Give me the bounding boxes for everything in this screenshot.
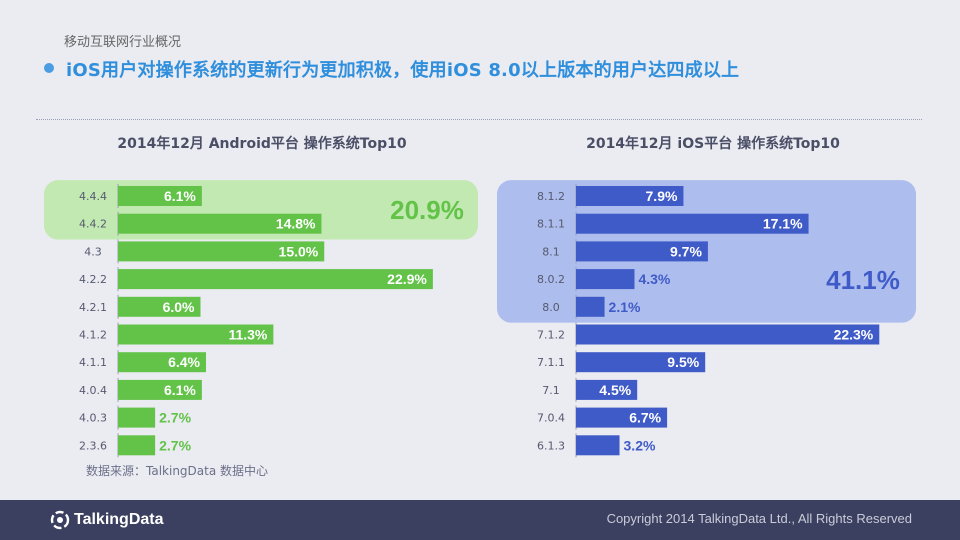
page-headline: iOS用户对操作系统的更新行为更加积极，使用iOS 8.0以上版本的用户达四成以… — [66, 60, 740, 81]
ios-bar — [576, 352, 706, 373]
ios-bar — [576, 324, 880, 345]
ios-value-label: 4.3% — [638, 271, 670, 287]
android-value-label: 2.7% — [159, 437, 191, 453]
android-value-label: 14.8% — [276, 216, 316, 232]
ios-category-label: 7.1 — [542, 384, 560, 397]
android-category-label: 4.4.2 — [79, 218, 107, 231]
android-category-label: 4.2.1 — [79, 301, 107, 314]
ios-category-label: 8.0 — [542, 301, 560, 314]
android-value-label: 15.0% — [279, 243, 319, 259]
charts-canvas: 2014年12月 Android平台 操作系统Top10 4.4.4 6.1% 4.4… — [44, 135, 916, 458]
ios-bar — [576, 296, 605, 317]
android-category-label: 4.1.2 — [79, 329, 107, 342]
android-category-label: 4.2.2 — [79, 273, 107, 286]
android-bar — [118, 269, 433, 290]
android-value-label: 11.3% — [228, 327, 267, 343]
logo-text: TalkingData — [74, 511, 164, 528]
android-category-label: 4.3 — [84, 245, 102, 258]
android-value-label: 2.7% — [159, 410, 191, 426]
dotted-divider — [36, 119, 922, 120]
android-bar — [118, 379, 202, 400]
android-chart-title: 2014年12月 Android平台 操作系统Top10 — [117, 135, 406, 152]
android-category-label: 4.4.4 — [79, 190, 107, 203]
android-category-label: 4.1.1 — [79, 356, 107, 369]
ios-category-label: 7.1.2 — [537, 329, 565, 342]
ios-value-label: 3.2% — [624, 437, 656, 453]
ios-value-label: 17.1% — [763, 216, 803, 232]
android-bar — [118, 241, 325, 262]
android-highlight-total: 20.9% — [390, 195, 464, 225]
android-bar — [118, 324, 274, 345]
android-bar — [118, 435, 156, 456]
ios-value-label: 22.3% — [834, 327, 874, 343]
ios-value-label: 9.7% — [670, 243, 702, 259]
ios-bar — [576, 379, 638, 400]
ios-bar — [576, 269, 635, 290]
ios-category-label: 8.1.1 — [537, 218, 565, 231]
android-bar — [118, 352, 206, 373]
android-value-label: 22.9% — [387, 271, 427, 287]
android-value-label: 6.1% — [164, 188, 196, 204]
android-bar — [118, 296, 201, 317]
logo-mark-icon — [50, 510, 70, 530]
ios-category-label: 6.1.3 — [537, 439, 565, 452]
ios-bar — [576, 241, 708, 262]
ios-bar — [576, 407, 668, 428]
android-value-label: 6.4% — [168, 354, 200, 370]
ios-category-label: 8.1.2 — [537, 190, 565, 203]
ios-category-label: 8.0.2 — [537, 273, 565, 286]
ios-value-label: 7.9% — [646, 188, 678, 204]
android-bar — [118, 186, 202, 206]
copyright-text: Copyright 2014 TalkingData Ltd., All Rig… — [606, 511, 912, 526]
ios-value-label: 4.5% — [599, 382, 631, 398]
footer-bar: TalkingData Copyright 2014 TalkingData L… — [0, 500, 960, 540]
android-value-label: 6.0% — [163, 299, 195, 315]
ios-chart-title: 2014年12月 iOS平台 操作系统Top10 — [586, 135, 840, 152]
bullet-dot-icon — [44, 63, 54, 73]
android-bar — [118, 407, 156, 428]
ios-category-label: 8.1 — [542, 245, 560, 258]
ios-highlight-total: 41.1% — [826, 265, 900, 295]
android-category-label: 2.3.6 — [79, 439, 107, 452]
ios-value-label: 6.7% — [629, 410, 661, 426]
android-category-label: 4.0.3 — [79, 412, 107, 425]
ios-category-label: 7.1.1 — [537, 356, 565, 369]
page-subtitle: 移动互联网行业概况 — [64, 35, 182, 50]
ios-bar — [576, 435, 620, 456]
talkingdata-logo: TalkingData — [50, 510, 164, 530]
ios-bar — [576, 186, 684, 206]
android-bar — [118, 213, 322, 234]
android-category-label: 4.0.4 — [79, 384, 107, 397]
ios-category-label: 7.0.4 — [537, 412, 565, 425]
ios-bar — [576, 213, 809, 234]
ios-value-label: 2.1% — [609, 299, 641, 315]
ios-value-label: 9.5% — [667, 354, 699, 370]
android-value-label: 6.1% — [164, 382, 196, 398]
data-source-note: 数据来源：TalkingData 数据中心 — [86, 464, 269, 478]
